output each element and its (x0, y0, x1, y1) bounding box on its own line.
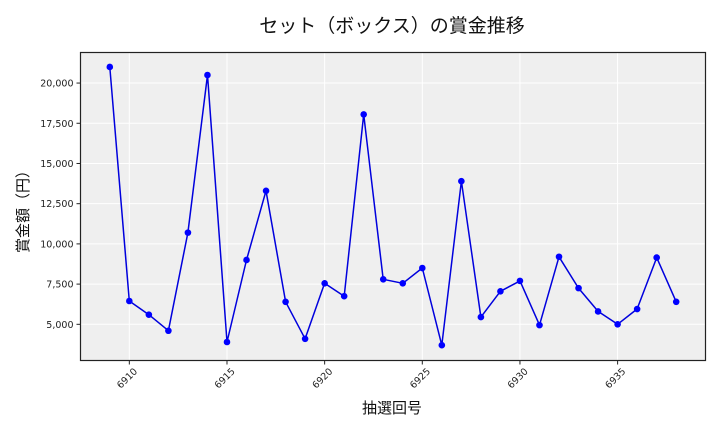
data-point (165, 327, 172, 335)
data-point (477, 313, 485, 321)
data-point (458, 177, 465, 185)
data-point (536, 321, 543, 329)
y-tick-label: 10,000 (40, 239, 73, 250)
data-point (516, 277, 524, 285)
data-point (360, 111, 368, 118)
data-point (301, 335, 309, 343)
data-point (653, 254, 660, 261)
data-point (262, 187, 270, 195)
x-tick-label: 6930 (506, 366, 531, 391)
y-tick-label: 5,000 (46, 320, 73, 331)
x-tick-label: 6925 (408, 366, 433, 391)
chart-title: セット（ボックス）の賞金推移 (259, 15, 524, 37)
data-point (184, 229, 192, 236)
data-point (282, 298, 289, 306)
plot-frame (79, 51, 707, 362)
data-point (555, 253, 563, 261)
data-point (145, 311, 153, 318)
data-point (243, 256, 250, 264)
y-axis-label: 賞金額（円） (14, 163, 32, 253)
x-axis-label: 抽選回号 (362, 399, 422, 417)
data-point (379, 275, 387, 283)
y-axis-ticks: 5,000 7,500 10,000 12,500 15,000 17,500 20,000 (40, 79, 81, 331)
data-point (438, 341, 446, 349)
data-point (340, 292, 348, 300)
y-tick-label: 20,000 (40, 79, 73, 90)
data-point (672, 298, 680, 306)
gridlines (80, 52, 706, 361)
series-line (109, 66, 677, 346)
data-series (106, 63, 680, 349)
y-tick-label: 17,500 (40, 119, 73, 130)
data-point (126, 297, 133, 305)
data-point (106, 63, 114, 71)
x-axis-ticks: 6910 6915 6920 6925 6930 6935 (115, 360, 628, 391)
y-tick-label: 15,000 (40, 159, 73, 170)
plot-area (80, 52, 706, 361)
data-point (594, 308, 602, 315)
data-point (497, 288, 504, 295)
data-point (399, 279, 407, 287)
data-point (223, 338, 231, 346)
data-point (575, 284, 582, 292)
x-tick-label: 6920 (310, 366, 335, 391)
data-point (614, 321, 621, 328)
x-tick-label: 6915 (213, 366, 238, 391)
data-point (204, 71, 211, 79)
x-tick-label: 6935 (603, 366, 628, 391)
y-tick-label: 7,500 (46, 280, 73, 291)
y-tick-label: 12,500 (40, 199, 73, 210)
data-point (321, 279, 328, 287)
data-point (418, 264, 426, 272)
data-point (633, 305, 641, 313)
x-tick-label: 6910 (115, 366, 140, 391)
